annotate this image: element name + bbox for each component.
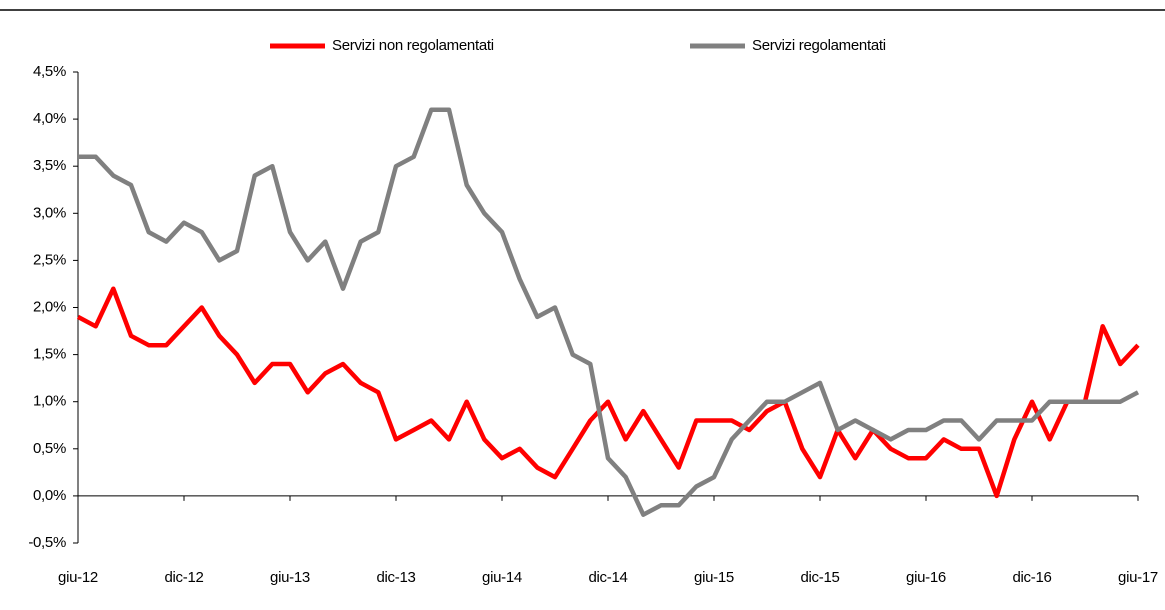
x-tick-label: giu-13 (270, 569, 310, 586)
y-tick-label: 3,5% (33, 157, 66, 174)
y-tick-label: 0,0% (33, 487, 66, 504)
y-tick-label: 4,5% (33, 63, 66, 80)
y-tick-label: -0,5% (28, 534, 66, 551)
x-tick-label: giu-12 (58, 569, 98, 586)
x-tick-label: giu-17 (1118, 569, 1158, 586)
y-tick-label: 4,0% (33, 110, 66, 127)
y-tick-label: 0,5% (33, 440, 66, 457)
y-tick-label: 2,5% (33, 251, 66, 268)
x-tick-label: giu-16 (906, 569, 946, 586)
legend-label: Servizi regolamentati (752, 37, 886, 54)
x-tick-label: dic-13 (376, 569, 415, 586)
x-tick-label: giu-15 (694, 569, 734, 586)
y-tick-label: 1,5% (33, 346, 66, 363)
y-tick-label: 2,0% (33, 298, 66, 315)
x-tick-label: dic-12 (164, 569, 203, 586)
x-tick-label: dic-14 (588, 569, 627, 586)
y-tick-label: 1,0% (33, 393, 66, 410)
series-line (78, 107, 1140, 517)
x-tick-label: dic-15 (800, 569, 839, 586)
series-line (76, 286, 1140, 499)
x-tick-label: giu-14 (482, 569, 522, 586)
x-tick-label: dic-16 (1012, 569, 1051, 586)
y-tick-label: 3,0% (33, 204, 66, 221)
legend-label: Servizi non regolamentati (332, 37, 494, 54)
